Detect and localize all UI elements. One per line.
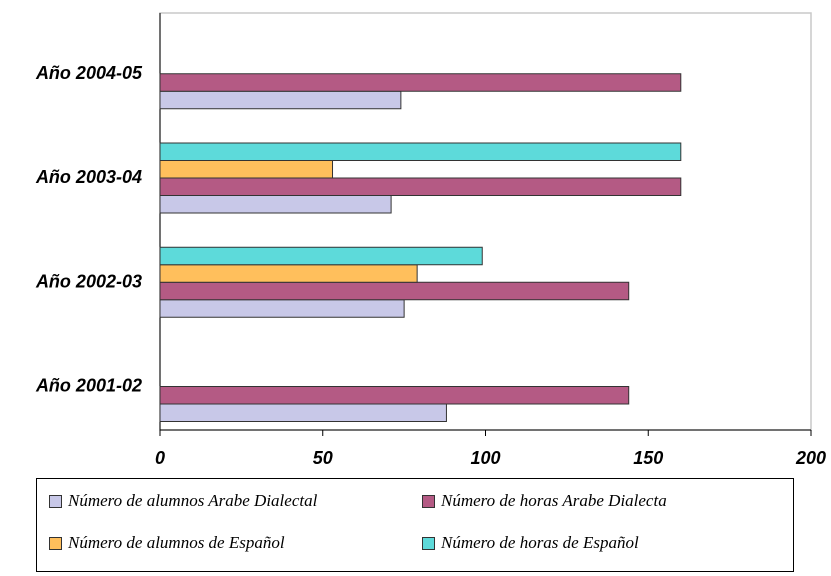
- bar-2-1: [159, 386, 630, 405]
- bar-1-2: [159, 299, 405, 318]
- bar-2-3: [159, 177, 682, 196]
- bars: [159, 73, 682, 422]
- legend-swatch: [422, 536, 435, 550]
- x-axis: 0 50 100 150 200: [155, 430, 826, 468]
- legend-label: Número de horas de Español: [441, 533, 639, 552]
- legend-label: Número de alumnos Arabe Dialectal: [68, 491, 318, 510]
- legend-item: Número de horas de Español: [422, 533, 639, 553]
- category-label: Año 2001-02: [35, 376, 142, 396]
- bar-2-2: [159, 281, 630, 301]
- bar-2-4: [159, 73, 682, 92]
- bar-4-3: [159, 142, 682, 161]
- x-tick-label: 0: [155, 448, 165, 468]
- bar-chart: Año 2001-02 Año 2002-03 Año 2003-04 Año 200…: [35, 12, 826, 468]
- category-label: Año 2003-04: [35, 167, 142, 187]
- legend-item: Número de alumnos Arabe Dialectal: [49, 491, 317, 511]
- legend-swatch: [422, 494, 435, 508]
- legend: Número de alumnos Arabe Dialectal Número …: [36, 478, 794, 572]
- legend-item: Número de horas Arabe Dialecta: [422, 491, 667, 511]
- bar-3-2: [159, 264, 418, 283]
- legend-swatch: [49, 536, 62, 550]
- legend-label: Número de horas Arabe Dialecta: [441, 491, 667, 510]
- x-tick-label: 100: [470, 448, 500, 468]
- x-tick-label: 200: [795, 448, 826, 468]
- bar-4-2: [159, 246, 483, 266]
- bar-1-3: [159, 195, 392, 214]
- bar-1-1: [159, 403, 447, 422]
- x-tick-label: 150: [633, 448, 663, 468]
- legend-label: Número de alumnos de Español: [68, 533, 285, 552]
- category-labels: Año 2001-02 Año 2002-03 Año 2003-04 Año 200…: [35, 63, 143, 396]
- category-label: Año 2004-05: [35, 63, 143, 83]
- legend-swatch: [49, 494, 62, 508]
- bar-1-4: [159, 90, 402, 110]
- x-tick-label: 50: [313, 448, 333, 468]
- legend-item: Número de alumnos de Español: [49, 533, 285, 553]
- bar-3-3: [159, 160, 334, 179]
- category-label: Año 2002-03: [35, 271, 142, 291]
